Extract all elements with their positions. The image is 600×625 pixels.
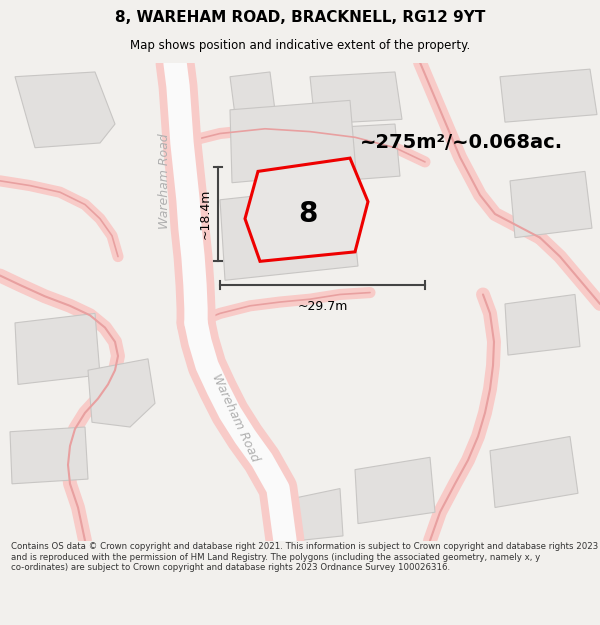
Text: ~29.7m: ~29.7m bbox=[298, 300, 347, 313]
Polygon shape bbox=[505, 294, 580, 355]
Polygon shape bbox=[310, 124, 400, 182]
Polygon shape bbox=[88, 359, 155, 427]
Text: Wareham Road: Wareham Road bbox=[209, 371, 261, 464]
Text: 8, WAREHAM ROAD, BRACKNELL, RG12 9YT: 8, WAREHAM ROAD, BRACKNELL, RG12 9YT bbox=[115, 10, 485, 25]
Text: Wareham Road: Wareham Road bbox=[158, 133, 172, 229]
Polygon shape bbox=[245, 158, 368, 261]
Polygon shape bbox=[490, 436, 578, 508]
Polygon shape bbox=[230, 72, 278, 138]
Polygon shape bbox=[220, 186, 358, 280]
Polygon shape bbox=[10, 427, 88, 484]
Text: ~275m²/~0.068ac.: ~275m²/~0.068ac. bbox=[360, 134, 563, 152]
Polygon shape bbox=[15, 72, 115, 148]
Text: ~18.4m: ~18.4m bbox=[199, 189, 212, 239]
Polygon shape bbox=[500, 69, 597, 122]
Text: 8: 8 bbox=[298, 200, 317, 228]
Polygon shape bbox=[295, 489, 343, 541]
Polygon shape bbox=[355, 458, 435, 524]
Polygon shape bbox=[510, 171, 592, 238]
Polygon shape bbox=[230, 101, 356, 182]
Polygon shape bbox=[310, 72, 402, 124]
Polygon shape bbox=[15, 313, 100, 384]
Text: Contains OS data © Crown copyright and database right 2021. This information is : Contains OS data © Crown copyright and d… bbox=[11, 542, 598, 572]
Text: Map shows position and indicative extent of the property.: Map shows position and indicative extent… bbox=[130, 39, 470, 51]
